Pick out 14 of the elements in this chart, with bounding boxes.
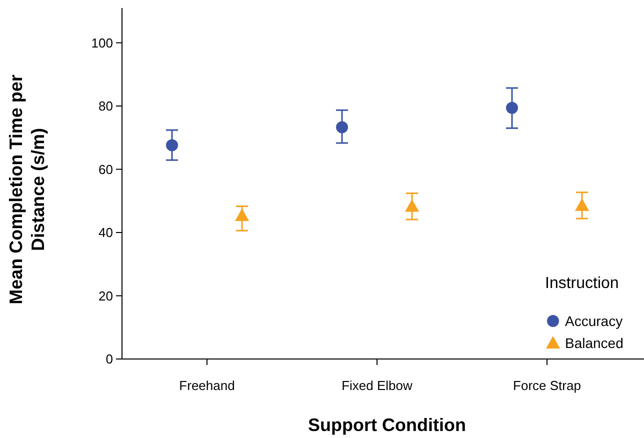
y-tick-label: 20	[98, 288, 113, 304]
x-tick-label: Fixed Elbow	[342, 378, 414, 393]
legend-title: Instruction	[545, 275, 619, 292]
y-tick-label: 40	[98, 225, 113, 240]
x-axis-title: Support Condition	[308, 415, 466, 435]
legend-label: Accuracy	[565, 312, 623, 329]
x-tick-label: Freehand	[179, 378, 235, 393]
y-tick-label: 100	[91, 35, 113, 50]
y-tick-label: 60	[98, 162, 113, 177]
y-tick-label: 0	[106, 352, 113, 367]
x-tick-label: Force Strap	[513, 378, 581, 393]
y-axis-title: Mean Completion Time per Distance (s/m)	[6, 74, 48, 304]
legend-label: Balanced	[565, 334, 624, 351]
y-tick-label: 80	[98, 98, 113, 114]
